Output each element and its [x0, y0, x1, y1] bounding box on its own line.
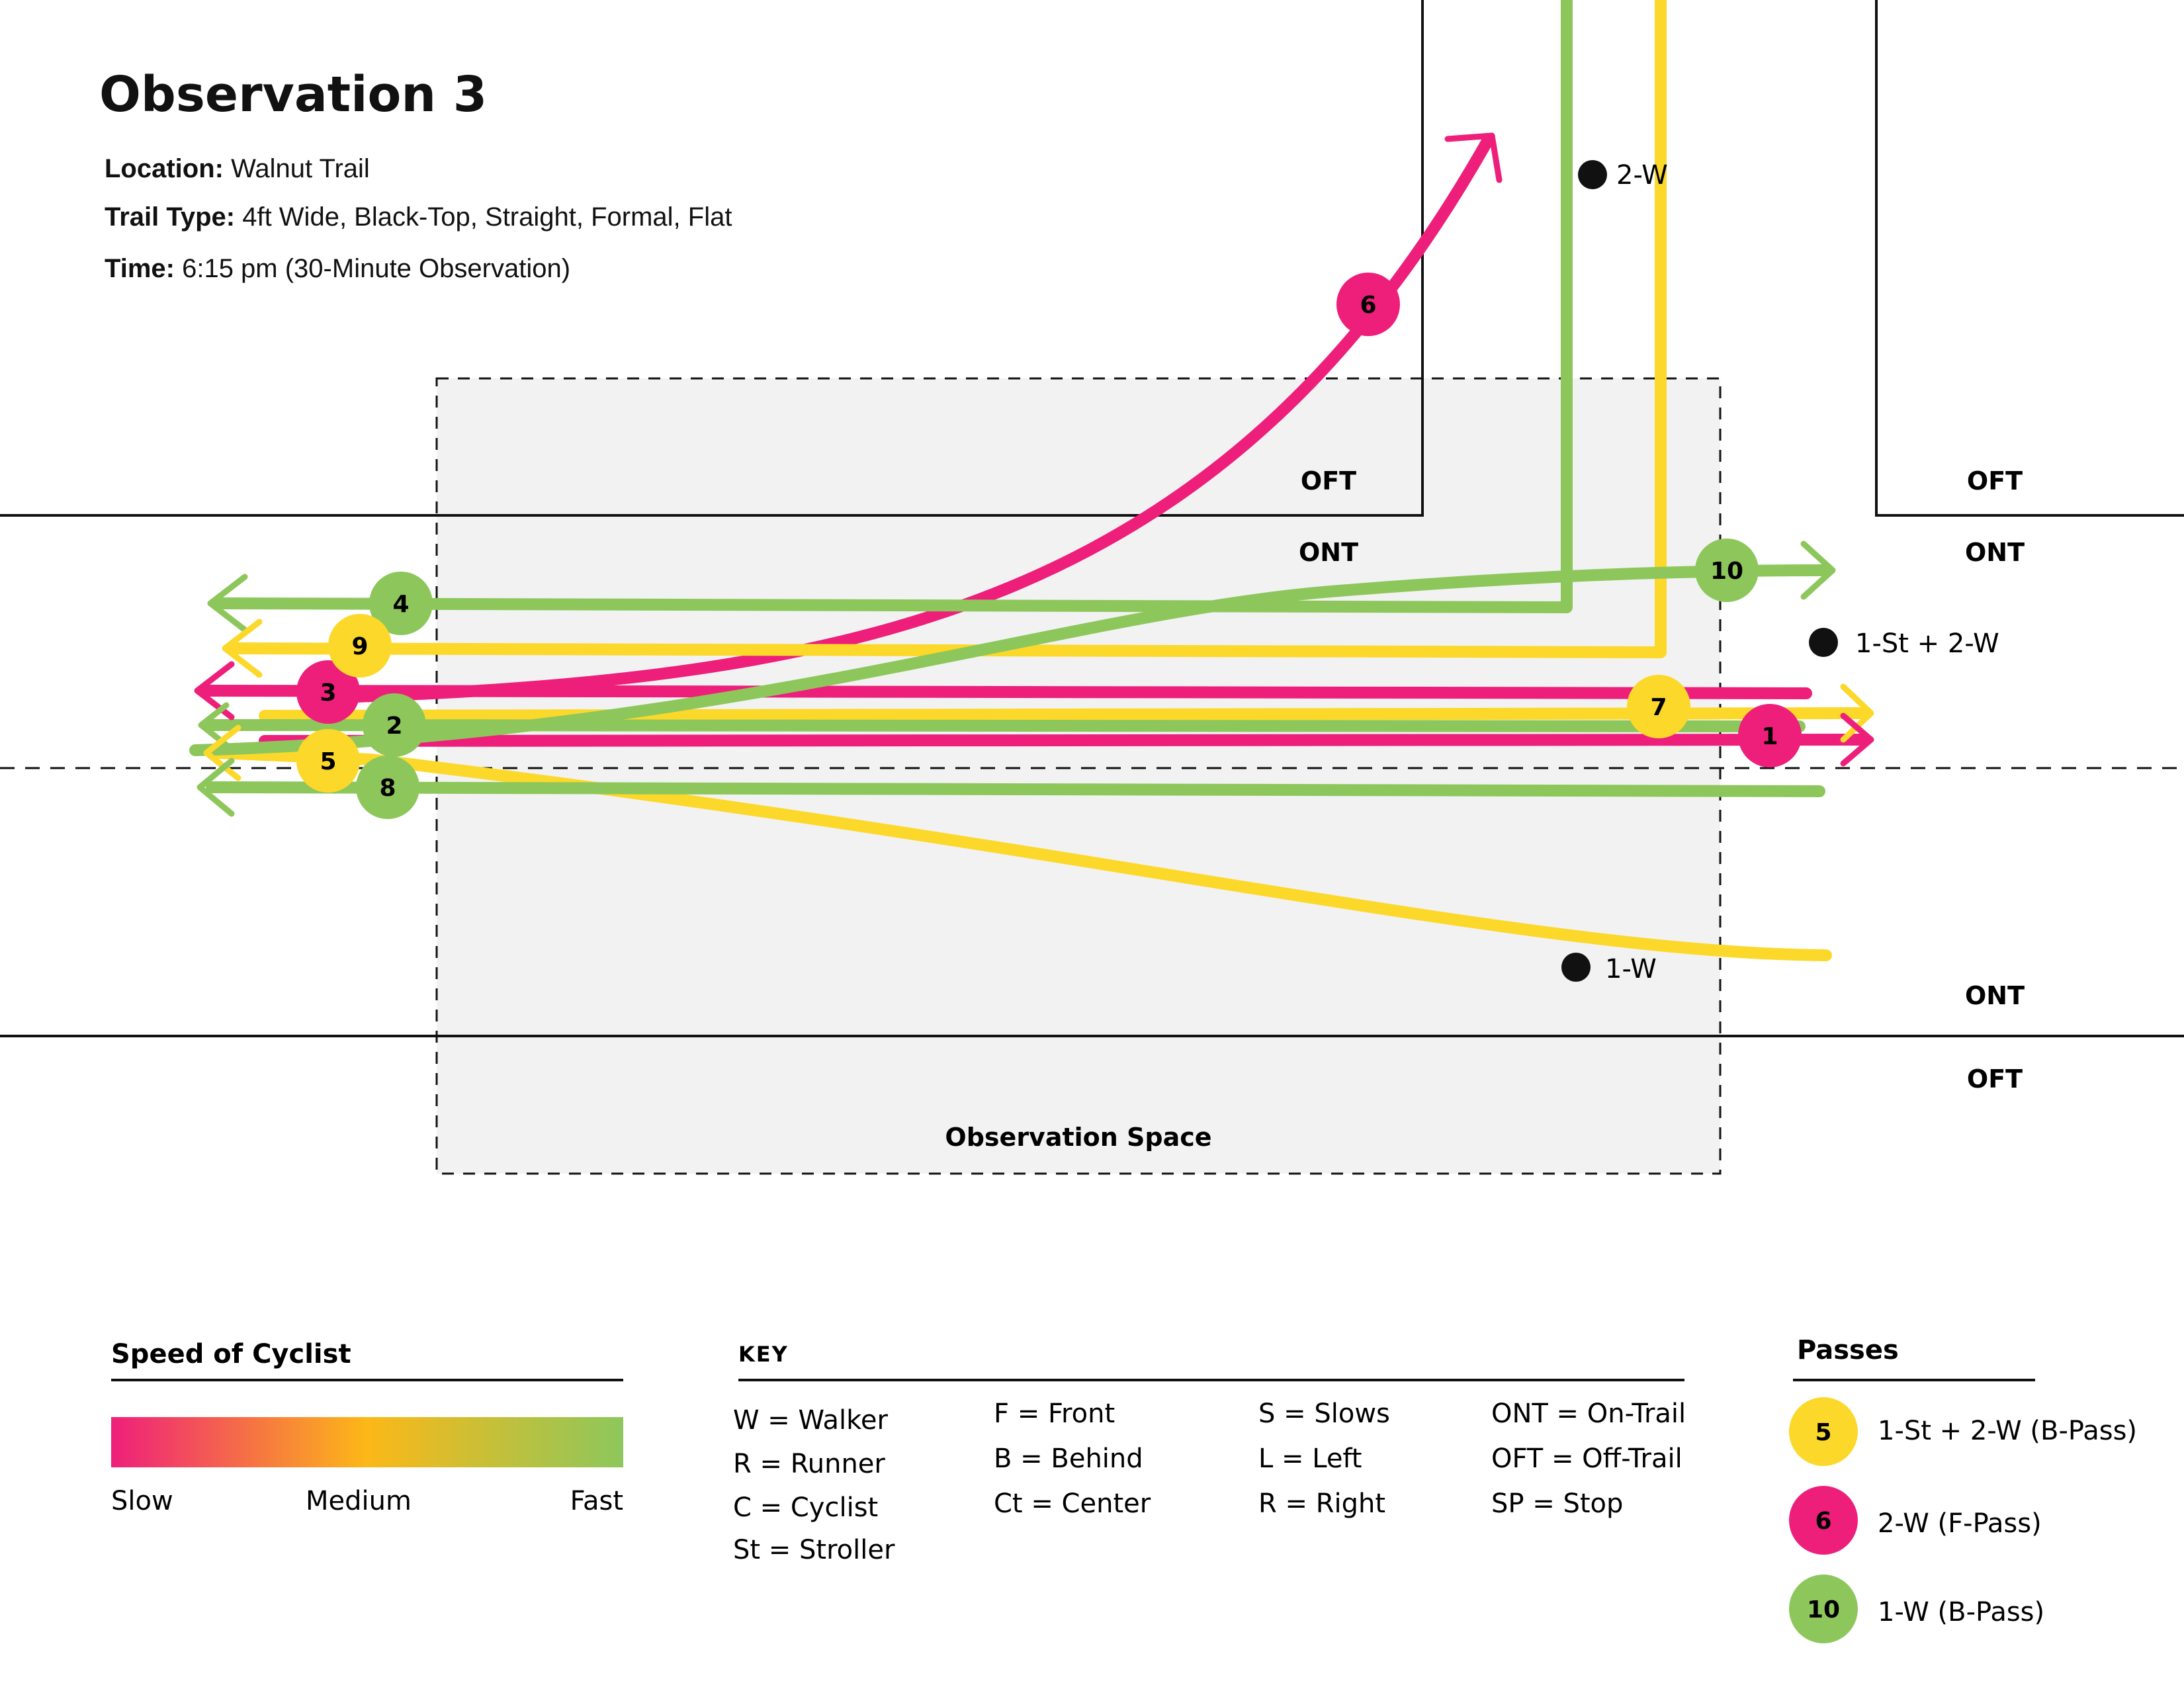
path-2-line [206, 719, 1806, 732]
path-badge-number: 6 [1360, 292, 1376, 319]
zone-label-oft: OFT [1301, 466, 1356, 496]
marker-dot [1809, 628, 1838, 657]
path-badge-number: 10 [1710, 558, 1743, 585]
marker-dot [1561, 953, 1591, 982]
trail-type-line: Trail Type: 4ft Wide, Black-Top, Straigh… [105, 202, 732, 232]
arrowhead [222, 619, 263, 678]
path-badge-number: 1 [1761, 723, 1778, 750]
time-value: 6:15 pm (30-Minute Observation) [182, 254, 571, 283]
observation-space-label: Observation Space [945, 1123, 1211, 1152]
observation-space [435, 377, 1722, 1175]
path-7-line [259, 707, 1872, 722]
path-badge: 9 [328, 614, 392, 677]
location-label: Location: [105, 154, 224, 183]
speed-label-slow: Slow [111, 1486, 173, 1516]
path-badge-number: 8 [379, 775, 396, 802]
key-item: L = Left [1258, 1444, 1362, 1474]
path-badge: 6 [1336, 273, 1400, 336]
path-10-line [189, 564, 1832, 756]
marker-dot [1578, 160, 1607, 189]
arrowhead [197, 757, 235, 817]
path-badge: 4 [369, 572, 433, 635]
marker-label: 2-W [1616, 160, 1668, 191]
key-item: S = Slows [1258, 1399, 1390, 1429]
path-badge-number: 9 [351, 633, 368, 660]
path-1-line [259, 734, 1872, 747]
time-label: Time: [105, 254, 175, 283]
key-item: St = Stroller [733, 1535, 895, 1565]
key-item: OFT = Off-Trail [1491, 1444, 1682, 1474]
pass-badge-number: 10 [1807, 1596, 1840, 1623]
arrowhead [1840, 683, 1874, 743]
zone-label-ont: ONT [1965, 538, 2025, 567]
zone-label-ont: ONT [1965, 981, 2025, 1010]
key-item: SP = Stop [1491, 1489, 1623, 1519]
arrowhead [1444, 132, 1503, 183]
abbreviation-key: KEY W = Walker R = Runner C = Cyclist St… [733, 1342, 1686, 1565]
zone-label-oft: OFT [1967, 1064, 2023, 1094]
passes-title: Passes [1797, 1335, 1899, 1365]
path-badge-number: 5 [320, 748, 336, 775]
pass-label: 2-W (F-Pass) [1878, 1508, 2042, 1539]
key-title: KEY [738, 1342, 789, 1367]
key-item: R = Right [1258, 1489, 1385, 1519]
path-badge-number: 7 [1650, 694, 1667, 721]
arrowhead [207, 574, 248, 633]
path-badge-number: 3 [320, 679, 336, 707]
cyclist-paths [189, 0, 1872, 961]
passes-legend: Passes 5 1-St + 2-W (B-Pass) 6 2-W (F-Pa… [1789, 1335, 2137, 1643]
key-item: C = Cyclist [733, 1492, 878, 1523]
path-badge: 1 [1738, 704, 1802, 767]
arrowhead [203, 724, 241, 781]
path-badge: 3 [296, 660, 360, 724]
pass-badge-number: 5 [1815, 1419, 1831, 1446]
marker-label: 1-W [1605, 954, 1657, 984]
path-badge-number: 4 [392, 591, 409, 618]
path-9-line [226, 0, 1667, 658]
trail-type-value: 4ft Wide, Black-Top, Straight, Formal, F… [242, 202, 732, 232]
speed-legend-title: Speed of Cyclist [111, 1339, 351, 1369]
arrowhead [1800, 541, 1836, 600]
trail-type-label: Trail Type: [105, 202, 236, 232]
pass-label: 1-St + 2-W (B-Pass) [1878, 1416, 2137, 1446]
trail-edges [0, 0, 2184, 1037]
path-badge-number: 2 [386, 713, 402, 740]
path-8-line [206, 781, 1825, 797]
arrowheads [194, 132, 1874, 817]
pass-badge [1789, 1397, 1858, 1466]
page-title: Observation 3 [99, 66, 488, 123]
speed-gradient-bar [111, 1417, 623, 1467]
arrowhead [1840, 713, 1874, 767]
speed-label-medium: Medium [306, 1486, 412, 1516]
path-badge: 2 [363, 693, 426, 757]
location-line: Location: Walnut Trail [105, 154, 370, 184]
pass-label: 1-W (B-Pass) [1878, 1597, 2044, 1627]
path-badge: 8 [356, 756, 419, 819]
speed-legend: Speed of Cyclist Slow Medium Fast [111, 1339, 623, 1516]
path-badge: 10 [1695, 539, 1759, 602]
speed-label-fast: Fast [570, 1486, 623, 1516]
pass-badge [1789, 1486, 1858, 1555]
key-item: R = Runner [733, 1449, 885, 1479]
marker-label: 1-St + 2-W [1855, 628, 1999, 659]
zone-label-oft: OFT [1967, 466, 2023, 496]
path-4-line [212, 0, 1573, 613]
path-badges: 1 2 3 4 5 6 7 8 9 10 [296, 273, 1802, 819]
pass-badge-number: 6 [1815, 1508, 1831, 1535]
key-item: Ct = Center [994, 1489, 1151, 1519]
path-badge: 7 [1627, 675, 1690, 738]
time-line: Time: 6:15 pm (30-Minute Observation) [105, 254, 570, 284]
zone-label-ont: ONT [1299, 538, 1358, 567]
path-badge: 5 [296, 729, 360, 793]
key-item: B = Behind [994, 1444, 1143, 1474]
key-item: F = Front [994, 1399, 1115, 1429]
arrowhead [198, 702, 230, 748]
observation-markers: 2-W 1-St + 2-W 1-W [1561, 160, 1999, 984]
pass-badge [1789, 1575, 1858, 1643]
key-item: W = Walker [733, 1405, 888, 1436]
key-item: ONT = On-Trail [1491, 1399, 1686, 1429]
location-value: Walnut Trail [231, 154, 370, 183]
